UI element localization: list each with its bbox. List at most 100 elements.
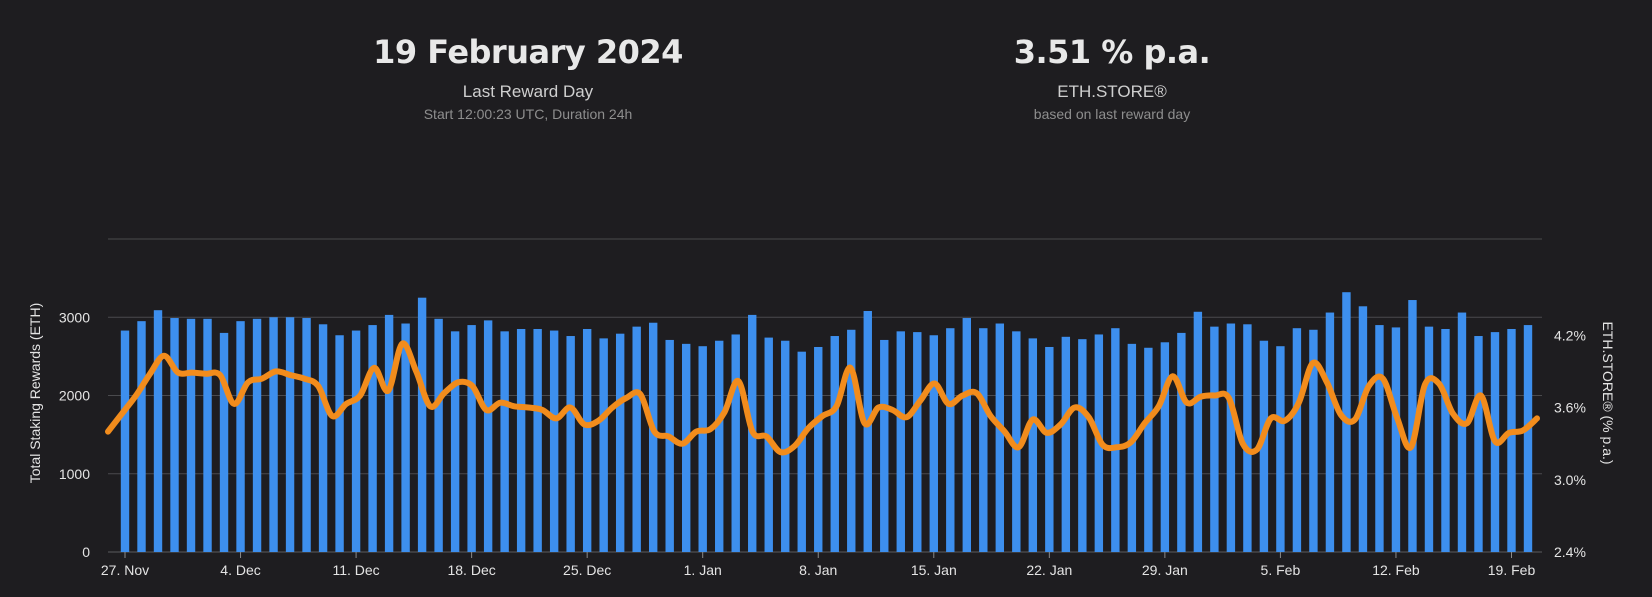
reward-bar[interactable] <box>830 336 839 552</box>
eth-store-rate-label: ETH.STORE® <box>1057 82 1167 101</box>
reward-bar[interactable] <box>566 336 575 552</box>
reward-bar[interactable] <box>1457 312 1467 552</box>
x-tick-label: 4. Dec <box>220 562 260 578</box>
reward-bar[interactable] <box>1061 336 1071 552</box>
reward-bar[interactable] <box>302 318 311 552</box>
reward-bar[interactable] <box>1210 326 1219 552</box>
last-reward-day-value: 19 February 2024 <box>373 33 683 71</box>
reward-bar[interactable] <box>219 332 229 552</box>
reward-bar[interactable] <box>1375 325 1384 552</box>
reward-bar[interactable] <box>1391 327 1401 552</box>
reward-bar[interactable] <box>599 338 608 552</box>
reward-bar[interactable] <box>1309 329 1318 552</box>
reward-bar[interactable] <box>1358 306 1368 552</box>
reward-bar[interactable] <box>120 330 130 552</box>
reward-bar[interactable] <box>863 310 872 552</box>
reward-bar[interactable] <box>252 318 262 552</box>
reward-bar[interactable] <box>847 329 856 552</box>
y2-tick-label: 3.6% <box>1554 400 1586 416</box>
reward-bar[interactable] <box>483 320 493 552</box>
reward-bar[interactable] <box>500 331 509 552</box>
y-tick-label: 1000 <box>59 466 90 482</box>
reward-bar[interactable] <box>1144 347 1153 552</box>
reward-bar[interactable] <box>417 297 427 552</box>
eth-store-line[interactable] <box>105 340 1540 456</box>
last-reward-day-label: Last Reward Day <box>462 82 594 101</box>
reward-bar[interactable] <box>682 343 691 552</box>
reward-bar[interactable] <box>880 339 889 552</box>
reward-bar[interactable] <box>946 328 955 552</box>
reward-bar[interactable] <box>715 340 724 552</box>
reward-bar[interactable] <box>995 323 1005 552</box>
reward-bar[interactable] <box>1424 326 1434 552</box>
reward-bar[interactable] <box>401 323 410 552</box>
reward-bar[interactable] <box>368 325 377 552</box>
reward-bar[interactable] <box>384 314 394 552</box>
reward-bar[interactable] <box>781 340 790 552</box>
reward-bar[interactable] <box>929 335 938 552</box>
reward-bar[interactable] <box>615 333 625 552</box>
reward-bar[interactable] <box>913 332 922 552</box>
reward-bar[interactable] <box>1441 328 1450 552</box>
reward-bar[interactable] <box>648 322 658 552</box>
reward-bar[interactable] <box>318 324 328 552</box>
reward-bar[interactable] <box>814 346 823 552</box>
reward-bar[interactable] <box>582 328 592 552</box>
reward-bar[interactable] <box>1078 339 1087 552</box>
reward-bar[interactable] <box>516 328 526 552</box>
reward-bar[interactable] <box>1507 328 1516 552</box>
reward-bar[interactable] <box>533 328 542 552</box>
reward-bar[interactable] <box>1045 346 1054 552</box>
reward-bar[interactable] <box>698 346 707 552</box>
reward-bar[interactable] <box>1276 346 1285 552</box>
reward-bar[interactable] <box>203 318 212 552</box>
reward-bar[interactable] <box>549 330 559 552</box>
reward-bar[interactable] <box>269 317 278 552</box>
y-tick-label: 3000 <box>59 309 90 325</box>
reward-bar[interactable] <box>797 351 806 552</box>
reward-bar[interactable] <box>1243 324 1252 552</box>
reward-bar[interactable] <box>1193 311 1203 552</box>
reward-bar[interactable] <box>236 321 245 552</box>
reward-bar[interactable] <box>170 318 179 552</box>
reward-bar[interactable] <box>450 331 460 552</box>
reward-bar[interactable] <box>285 317 295 552</box>
x-tick-label: 5. Feb <box>1261 562 1301 578</box>
x-tick-label: 19. Feb <box>1488 562 1536 578</box>
reward-bar[interactable] <box>467 325 476 552</box>
reward-bar[interactable] <box>1160 342 1170 552</box>
rewards-bars <box>120 292 1533 552</box>
reward-bar[interactable] <box>1028 338 1038 552</box>
eth-store-rate-stat: 3.51 % p.a. ETH.STORE® based on last rew… <box>852 33 1372 122</box>
reward-bar[interactable] <box>896 331 905 552</box>
y-axis-right: 2.4% 3.0% 3.6% 4.2% <box>1554 327 1586 560</box>
reward-bar[interactable] <box>1226 323 1236 552</box>
reward-bar[interactable] <box>665 339 674 552</box>
reward-bar[interactable] <box>1177 332 1186 552</box>
reward-bar[interactable] <box>186 318 196 552</box>
reward-bar[interactable] <box>137 321 146 552</box>
reward-bar[interactable] <box>1523 325 1533 552</box>
reward-bar[interactable] <box>1111 328 1120 552</box>
reward-bar[interactable] <box>1012 331 1021 552</box>
x-tick-label: 1. Jan <box>684 562 722 578</box>
reward-bar[interactable] <box>351 330 361 552</box>
reward-bar[interactable] <box>434 318 443 552</box>
eth-store-rate-sub: based on last reward day <box>1033 106 1191 122</box>
reward-bar[interactable] <box>335 335 344 552</box>
reward-bar[interactable] <box>1408 300 1417 552</box>
x-axis: 27. Nov 4. Dec 11. Dec 18. Dec 25. Dec 1. Jan… <box>101 552 1536 578</box>
reward-bar[interactable] <box>1259 340 1269 552</box>
reward-bar[interactable] <box>632 326 641 552</box>
reward-bar[interactable] <box>1127 343 1137 552</box>
reward-bar[interactable] <box>979 328 988 552</box>
reward-bar[interactable] <box>153 310 163 552</box>
reward-bar[interactable] <box>764 337 773 552</box>
reward-bar[interactable] <box>962 318 971 552</box>
reward-bar[interactable] <box>1325 312 1335 552</box>
reward-bar[interactable] <box>731 334 740 552</box>
reward-bar[interactable] <box>1292 328 1302 552</box>
reward-bar[interactable] <box>1474 336 1483 552</box>
